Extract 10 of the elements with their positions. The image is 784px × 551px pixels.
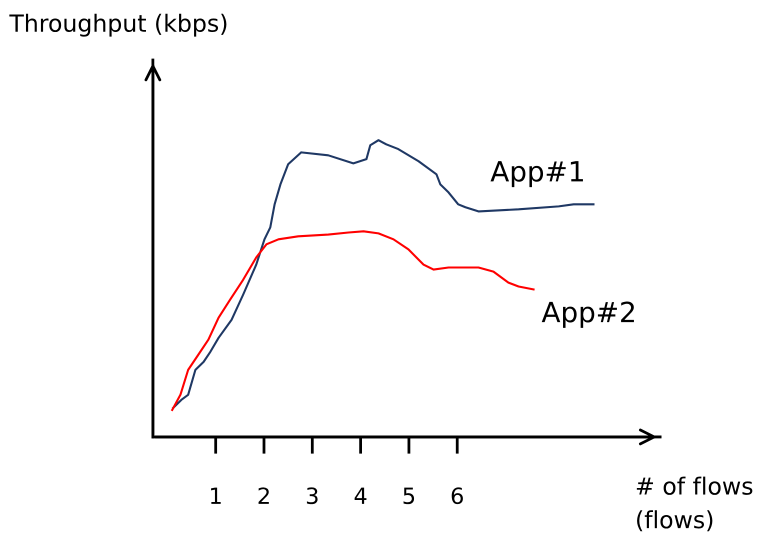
x-tick-label: 2 bbox=[258, 487, 269, 504]
x-tick-label: 5 bbox=[404, 488, 414, 504]
x-tick-label: 3 bbox=[306, 487, 318, 504]
x-tick-label: 1 bbox=[211, 488, 221, 504]
x-tick-label: 6 bbox=[452, 487, 463, 504]
x-axis-title: # of flows (flows) bbox=[636, 476, 752, 532]
x-tick-label: 4 bbox=[354, 488, 366, 504]
series-label: App#2 bbox=[542, 302, 634, 328]
y-axis-title: Throughput (kbps) bbox=[9, 14, 226, 37]
series-label: App#1 bbox=[490, 161, 583, 188]
